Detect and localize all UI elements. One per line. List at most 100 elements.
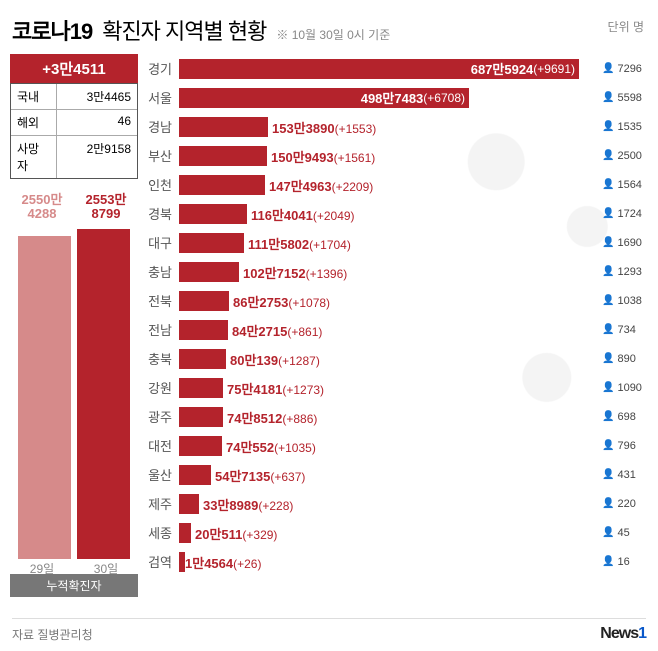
deaths-value: 1293 <box>617 266 641 278</box>
region-row: 부산150만9493(+1561)👤2500 <box>142 141 648 170</box>
region-deaths: 👤1090 <box>602 382 648 394</box>
region-row: 대구111만5802(+1704)👤1690 <box>142 228 648 257</box>
stat-row: 사망자2만9158 <box>11 135 137 178</box>
region-row: 인천147만4963(+2209)👤1564 <box>142 170 648 199</box>
region-total: 153만3890 <box>272 121 335 136</box>
header: 코로나19 확진자 지역별 현황 ※ 10월 30일 0시 기준 <box>0 0 658 54</box>
cum-prev-label: 2550만 4288 <box>10 193 74 222</box>
title-main: 코로나19 <box>12 14 92 46</box>
region-chart: 경기687만5924(+9691)👤7296서울498만7483(+6708)👤… <box>142 54 648 593</box>
region-bar-wrap: 147만4963(+2209) <box>179 175 596 195</box>
region-total: 74만552 <box>226 440 274 455</box>
region-deaths: 👤698 <box>602 411 648 423</box>
person-icon: 👤 <box>602 527 614 538</box>
region-deaths: 👤734 <box>602 324 648 336</box>
region-total: 687만5924 <box>471 59 534 78</box>
region-row: 경기687만5924(+9691) 👤7296 <box>142 54 648 83</box>
region-inc: (+1287) <box>278 354 320 368</box>
cum-bar-prev <box>18 236 71 559</box>
region-deaths: 👤220 <box>602 498 648 510</box>
region-bar-wrap: 80만139(+1287) <box>179 349 596 369</box>
region-bar-wrap: 116만4041(+2049) <box>179 204 596 224</box>
region-bar-wrap: 74만552(+1035) <box>179 436 596 456</box>
person-icon: 👤 <box>602 208 614 219</box>
region-label-out: 80만139(+1287) <box>230 350 320 369</box>
region-bar-wrap: 86만2753(+1078) <box>179 291 596 311</box>
region-bar: 111만5802(+1704) <box>179 233 244 253</box>
region-row: 전남84만2715(+861)👤734 <box>142 315 648 344</box>
region-deaths: 👤1535 <box>602 121 648 133</box>
region-deaths: 👤890 <box>602 353 648 365</box>
region-inc: (+637) <box>270 470 305 484</box>
logo-one: 1 <box>638 625 646 642</box>
stat-value: 46 <box>57 110 137 135</box>
region-name: 울산 <box>142 465 176 484</box>
content: +3만4511 국내3만4465해외46사망자2만9158 2550만 4288… <box>0 54 658 593</box>
cum-prev-l2: 4288 <box>28 206 57 221</box>
region-row: 광주74만8512(+886)👤698 <box>142 402 648 431</box>
asof-text: ※ 10월 30일 0시 기준 <box>276 26 390 43</box>
region-deaths: 👤2500 <box>602 150 648 162</box>
unit-label: 단위 명 <box>608 18 644 35</box>
left-panel: +3만4511 국내3만4465해외46사망자2만9158 2550만 4288… <box>10 54 138 593</box>
person-icon: 👤 <box>602 440 614 451</box>
region-bar-wrap: 75만4181(+1273) <box>179 378 596 398</box>
stat-table: 국내3만4465해외46사망자2만9158 <box>10 83 138 179</box>
region-total: 1만4564 <box>185 556 233 571</box>
region-bar: 498만7483(+6708) <box>179 88 469 108</box>
region-name: 경기 <box>142 59 176 78</box>
region-inc: (+1078) <box>288 296 330 310</box>
region-bar: 147만4963(+2209) <box>179 175 265 195</box>
new-total-badge: +3만4511 <box>10 54 138 83</box>
region-deaths: 👤45 <box>602 527 648 539</box>
region-deaths: 👤5598 <box>602 92 648 104</box>
region-inc: (+886) <box>282 412 317 426</box>
region-bar-wrap: 54만7135(+637) <box>179 465 596 485</box>
region-bar: 33만8989(+228) <box>179 494 199 514</box>
region-bar: 54만7135(+637) <box>179 465 211 485</box>
deaths-value: 1038 <box>617 295 641 307</box>
region-row: 제주33만8989(+228)👤220 <box>142 489 648 518</box>
region-total: 150만9493 <box>271 150 334 165</box>
stat-value: 2만9158 <box>57 136 137 178</box>
cumulative-footer: 누적확진자 <box>10 574 138 597</box>
region-deaths: 👤7296 <box>602 63 648 75</box>
person-icon: 👤 <box>602 556 614 567</box>
region-name: 세종 <box>142 523 176 542</box>
region-inc: (+1553) <box>335 122 377 136</box>
logo: News1 <box>600 625 646 643</box>
region-deaths: 👤1690 <box>602 237 648 249</box>
region-name: 충북 <box>142 349 176 368</box>
region-total: 102만7152 <box>243 266 306 281</box>
region-bar: 153만3890(+1553) <box>179 117 268 137</box>
cum-bar-curr <box>77 229 130 559</box>
region-bar: 84만2715(+861) <box>179 320 228 340</box>
region-bar-wrap: 687만5924(+9691) <box>179 59 596 79</box>
region-total: 54만7135 <box>215 469 270 484</box>
deaths-value: 1724 <box>617 208 641 220</box>
region-deaths: 👤1293 <box>602 266 648 278</box>
person-icon: 👤 <box>602 63 614 74</box>
region-total: 84만2715 <box>232 324 287 339</box>
deaths-value: 7296 <box>617 63 641 75</box>
region-name: 경북 <box>142 204 176 223</box>
region-row: 검역1만4564(+26)👤16 <box>142 547 648 576</box>
region-label-out: 86만2753(+1078) <box>233 292 330 311</box>
region-row: 강원75만4181(+1273) 👤1090 <box>142 373 648 402</box>
region-row: 경북116만4041(+2049) 👤1724 <box>142 199 648 228</box>
deaths-value: 796 <box>617 440 635 452</box>
region-bar-wrap: 498만7483(+6708) <box>179 88 596 108</box>
region-label-out: 1만4564(+26) <box>185 553 261 572</box>
region-bar-wrap: 153만3890(+1553) <box>179 117 596 137</box>
region-name: 전북 <box>142 291 176 310</box>
region-inc: (+2049) <box>313 209 355 223</box>
region-bar-wrap: 111만5802(+1704) <box>179 233 596 253</box>
region-name: 강원 <box>142 378 176 397</box>
region-rows: 경기687만5924(+9691)👤7296서울498만7483(+6708)👤… <box>142 54 648 576</box>
deaths-value: 431 <box>617 469 635 481</box>
person-icon: 👤 <box>602 92 614 103</box>
person-icon: 👤 <box>602 150 614 161</box>
region-inc: (+329) <box>242 528 277 542</box>
region-label-out: 74만8512(+886) <box>227 408 317 427</box>
stat-value: 3만4465 <box>57 84 137 109</box>
